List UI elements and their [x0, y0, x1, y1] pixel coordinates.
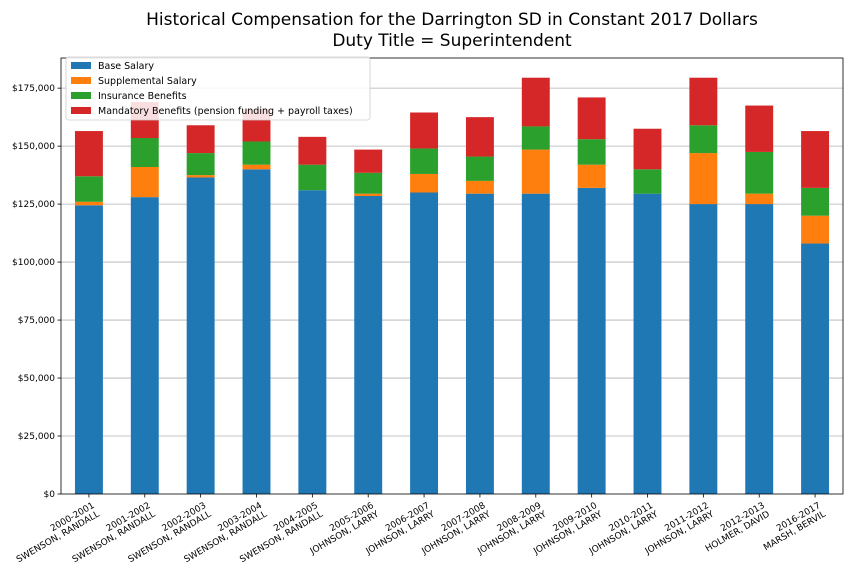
chart-title: Historical Compensation for the Darringt…: [146, 10, 758, 30]
bar-segment-insurance: [465, 156, 494, 181]
y-axis-ticks: $0 $25,000 $50,000 $75,000 $100,000 $125,000 $…: [12, 84, 61, 500]
bar-segment-base: [689, 204, 718, 494]
bar-segment-base: [521, 193, 550, 494]
bar-segment-base: [74, 205, 103, 494]
bar-segment-supplemental: [689, 153, 718, 205]
legend-swatch: [71, 62, 91, 69]
legend-swatch: [71, 77, 91, 84]
bar-segment-base: [577, 187, 606, 494]
bar-segment-mandatory: [521, 77, 550, 127]
y-tick-label: $175,000: [12, 84, 55, 94]
y-tick-label: $125,000: [12, 200, 55, 210]
y-tick-label: $75,000: [18, 316, 55, 326]
bar-segment-insurance: [130, 138, 159, 167]
bar-segment-mandatory: [689, 77, 718, 126]
bar-segment-mandatory: [465, 117, 494, 157]
bar-segment-insurance: [410, 148, 439, 174]
bar-segment-supplemental: [186, 175, 215, 178]
bar-segment-mandatory: [633, 128, 662, 170]
bar-segment-insurance: [242, 141, 271, 165]
y-tick-label: $0: [44, 490, 56, 500]
axes-group: [60, 57, 844, 495]
bar-segment-mandatory: [801, 131, 830, 188]
bar-segment-mandatory: [186, 125, 215, 154]
bar-segment-mandatory: [745, 105, 774, 152]
bar-segment-insurance: [745, 151, 774, 194]
bar-segment-supplemental: [242, 164, 271, 170]
bar-segment-base: [130, 197, 159, 495]
bar-segment-base: [465, 193, 494, 494]
bar-segment-insurance: [801, 187, 830, 216]
bar-segment-base: [186, 177, 215, 495]
bar-segment-mandatory: [74, 131, 103, 177]
bar-segment-supplemental: [130, 167, 159, 198]
y-tick-label: $100,000: [12, 258, 55, 268]
bar-segment-insurance: [354, 172, 383, 194]
bar-segment-insurance: [577, 139, 606, 165]
bar-segment-supplemental: [354, 193, 383, 196]
bar-segment-insurance: [186, 153, 215, 176]
legend-label: Mandatory Benefits (pension funding + pa…: [98, 106, 353, 117]
bar-segment-base: [354, 195, 383, 494]
legend-swatch: [71, 92, 91, 99]
bar-segment-base: [298, 190, 327, 495]
plot-frame: [60, 57, 844, 495]
bar-segment-insurance: [521, 126, 550, 150]
legend-label: Base Salary: [98, 61, 154, 72]
bar-segment-supplemental: [577, 164, 606, 188]
bar-segment-supplemental: [521, 149, 550, 194]
bar-segment-base: [745, 204, 774, 494]
legend-box: [65, 56, 371, 121]
bar-segment-insurance: [689, 125, 718, 154]
bar-segment-mandatory: [354, 149, 383, 173]
bar-segment-base: [242, 169, 271, 494]
bar-segment-supplemental: [465, 180, 494, 194]
y-tick-label: $150,000: [12, 142, 55, 152]
bar-segment-mandatory: [298, 136, 327, 165]
bar-segment-supplemental: [745, 193, 774, 205]
bar-segment-insurance: [74, 176, 103, 202]
bar-segment-insurance: [633, 169, 662, 194]
chart-subtitle: Duty Title = Superintendent: [332, 31, 572, 51]
bar-segment-supplemental: [410, 173, 439, 193]
bar-segment-mandatory: [410, 112, 439, 149]
bar-segment-supplemental: [801, 215, 830, 244]
bar-segment-base: [410, 192, 439, 495]
legend-label: Insurance Benefits: [98, 91, 187, 102]
bar-segment-insurance: [298, 164, 327, 191]
y-tick-label: $25,000: [18, 432, 55, 442]
gridlines: [61, 87, 843, 437]
bar-segment-mandatory: [577, 97, 606, 140]
bar-segment-base: [633, 193, 662, 494]
legend-swatch: [71, 107, 91, 114]
y-tick-label: $50,000: [18, 374, 55, 384]
bars-group: [74, 77, 830, 495]
legend: Base Salary Supplemental Salary Insurance …: [65, 56, 371, 121]
bar-segment-supplemental: [74, 201, 103, 206]
bar-segment-base: [801, 243, 830, 494]
legend-label: Supplemental Salary: [98, 76, 197, 87]
